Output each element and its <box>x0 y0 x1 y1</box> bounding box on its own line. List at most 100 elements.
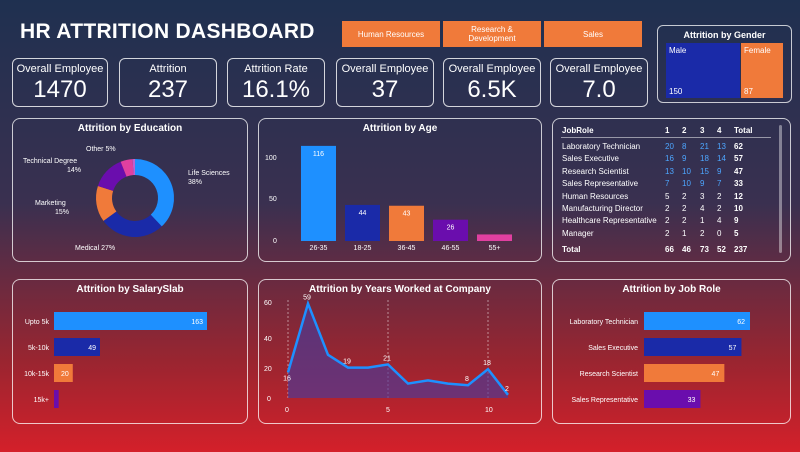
table-row-cell: 2 <box>665 228 670 238</box>
education-label-life-sciences: Life Sciences 38% <box>188 170 230 186</box>
education-slice[interactable] <box>103 211 162 238</box>
table-row-cell: 13 <box>717 142 726 151</box>
age-panel: Attrition by Age 116 26-35 44 18-25 43 36-45 2… <box>258 118 542 262</box>
age-bar[interactable] <box>345 204 380 241</box>
education-label-medical: Medical 27% <box>75 245 115 252</box>
filter-sales[interactable]: Sales <box>544 21 642 47</box>
table-row-cell: 9 <box>700 179 705 189</box>
salary-value-label: 49 <box>88 345 96 352</box>
page-title: HR ATTRITION DASHBOARD <box>20 20 315 43</box>
salary-chart-title: Attrition by SalarySlab <box>76 284 184 295</box>
salary-bar[interactable] <box>54 338 100 356</box>
table-header-cell: Total <box>734 126 753 135</box>
kpi-card-attrition: Attrition 237 <box>119 58 217 107</box>
table-row-cell: 2 <box>682 216 687 226</box>
kpi-value: 37 <box>371 76 399 103</box>
table-row-cell: 18 <box>700 154 709 164</box>
table-row-cell: 4 <box>717 216 722 226</box>
education-slice[interactable] <box>97 161 127 191</box>
age-value-label: 44 <box>359 210 367 217</box>
jobrole-category-label: Sales Executive <box>588 345 638 352</box>
salary-category-label: 15k+ <box>34 397 49 404</box>
years-xtick: 5 <box>386 407 390 414</box>
salary-panel: Attrition by SalarySlab Upto 5k 163 5k-10k… <box>12 279 248 424</box>
table-row-cell: 16 <box>665 154 674 164</box>
years-line[interactable] <box>286 299 509 396</box>
age-bar[interactable] <box>477 234 512 241</box>
years-xtick: 0 <box>285 407 289 414</box>
kpi-card-overall-employee: Overall Employee 1470 <box>12 58 108 107</box>
table-row-cell: 57 <box>734 154 743 164</box>
age-bar[interactable] <box>433 219 468 241</box>
table-row-cell: 20 <box>665 142 674 151</box>
jobrole-bar-panel: Attrition by Job Role Laboratory Technic… <box>552 279 791 424</box>
table-row-label: Manager <box>562 228 594 238</box>
table-header-label: JobRole <box>562 126 594 135</box>
age-category-label: 36-45 <box>398 245 416 252</box>
table-row-label: Laboratory Technician <box>562 142 641 151</box>
education-panel: Attrition by Education Life Sciences 38% … <box>12 118 248 262</box>
years-point-label: 21 <box>383 355 391 362</box>
table-row-cell: 21 <box>700 142 709 151</box>
table-row-label: Manufacturing Director <box>562 204 643 213</box>
gender-male-tile[interactable]: Male 150 <box>666 43 740 98</box>
years-ytick: 40 <box>264 336 272 343</box>
filter-human-resources[interactable]: Human Resources <box>342 21 440 47</box>
education-label-marketing: Marketing 15% <box>35 200 69 216</box>
table-row-label: Human Resources <box>562 191 629 201</box>
gender-panel: Attrition by Gender Male 150 Female 87 <box>657 25 792 103</box>
table-total-cell: 52 <box>717 245 726 254</box>
table-row-cell: 7 <box>665 179 670 189</box>
filter-research-development[interactable]: Research & Development <box>443 21 541 47</box>
years-point-label: 16 <box>283 375 291 382</box>
years-ytick: 60 <box>264 300 272 307</box>
years-point-label: 2 <box>505 386 509 393</box>
table-row-cell: 2 <box>665 204 670 213</box>
table-row-cell: 15 <box>700 166 709 176</box>
age-bar[interactable] <box>389 205 424 241</box>
table-row-cell: 2 <box>717 191 722 201</box>
table-total-cell: 46 <box>682 245 691 254</box>
table-row-label: Research Scientist <box>562 166 629 176</box>
kpi-label: Overall Employee <box>448 63 536 75</box>
jobrole-bar[interactable] <box>644 364 725 382</box>
age-bar[interactable] <box>301 145 336 241</box>
age-category-label: 26-35 <box>310 245 328 252</box>
years-area <box>288 303 508 398</box>
education-slice[interactable] <box>120 159 134 177</box>
salary-value-label: 163 <box>191 319 203 326</box>
table-row-cell: 10 <box>682 179 691 189</box>
years-chart-title: Attrition by Years Worked at Company <box>309 284 491 295</box>
table-scrollbar[interactable] <box>779 125 782 253</box>
salary-bar[interactable] <box>54 390 59 408</box>
salary-category-label: 10k-15k <box>24 371 49 378</box>
kpi-value: 6.5K <box>467 76 517 103</box>
education-label-technical-degree: Technical Degree 14% <box>23 158 81 174</box>
jobrole-bar[interactable] <box>644 390 701 408</box>
table-row-cell: 9 <box>717 166 722 176</box>
table-row-cell: 62 <box>734 142 743 151</box>
jobrole-bar[interactable] <box>644 312 750 330</box>
table-row-cell: 33 <box>734 179 743 189</box>
table-row-cell: 2 <box>700 228 705 238</box>
salary-bar[interactable] <box>54 312 207 330</box>
kpi-value: 7.0 <box>582 76 616 103</box>
education-slice[interactable] <box>132 159 135 176</box>
table-row-cell: 14 <box>717 154 726 164</box>
table-row-cell: 2 <box>717 204 722 213</box>
table-row-label: Sales Executive <box>562 154 619 164</box>
education-donut-chart: Life Sciences 38% Medical 27% Marketing 15… <box>23 146 230 252</box>
table-row-cell: 2 <box>682 204 687 213</box>
education-slice[interactable] <box>135 159 174 227</box>
jobrole-bar[interactable] <box>644 338 742 356</box>
jobrole-bar-chart: Laboratory Technician 62 Sales Executive 57… <box>570 312 750 408</box>
table-row-cell: 5 <box>734 228 739 238</box>
education-chart-title: Attrition by Education <box>77 123 183 134</box>
age-category-label: 46-55 <box>442 245 460 252</box>
table-row-cell: 7 <box>717 179 722 189</box>
table-total-cell: 66 <box>665 245 674 254</box>
education-slice[interactable] <box>96 185 117 221</box>
education-label-other: Other 5% <box>86 146 116 153</box>
salary-bar[interactable] <box>54 364 73 382</box>
gender-female-tile[interactable]: Female 87 <box>741 43 783 98</box>
